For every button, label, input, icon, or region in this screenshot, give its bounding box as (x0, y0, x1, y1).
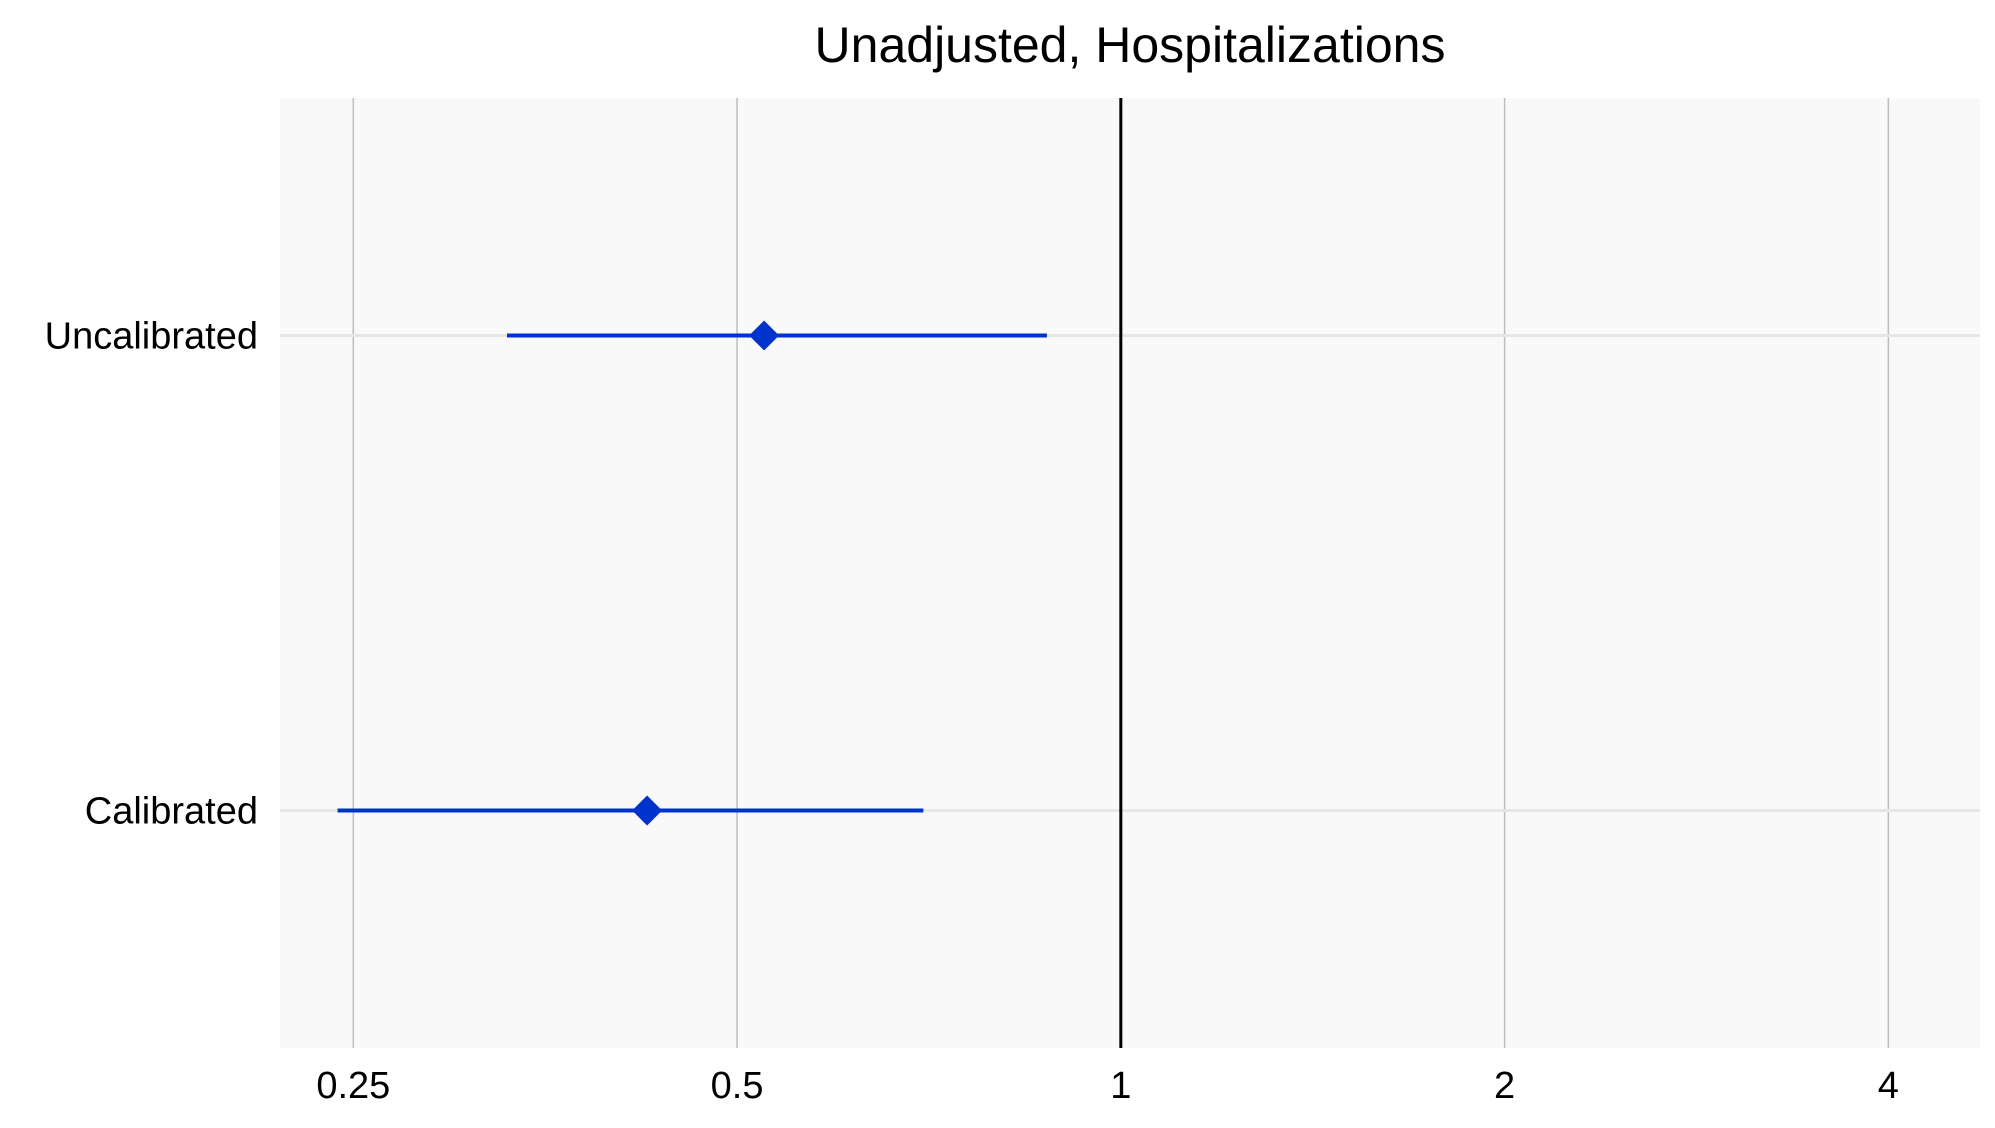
estimate-point-calibrated (632, 795, 663, 826)
x-tick-label: 2 (1494, 1065, 1515, 1107)
y-axis-labels: Uncalibrated Calibrated (45, 316, 258, 833)
x-axis-tick-labels: 0.25 0.5 1 2 4 (316, 1065, 1899, 1107)
chart-title: Unadjusted, Hospitalizations (815, 17, 1446, 73)
plot-panel (280, 98, 1980, 1048)
estimate-marks (337, 320, 1047, 826)
y-label-calibrated: Calibrated (85, 791, 258, 833)
x-tick-label: 1 (1110, 1065, 1131, 1107)
x-tick-label: 0.5 (711, 1065, 764, 1107)
y-label-uncalibrated: Uncalibrated (45, 316, 258, 358)
estimate-point-uncalibrated (749, 320, 780, 351)
x-tick-label: 4 (1878, 1065, 1899, 1107)
x-tick-label: 0.25 (316, 1065, 390, 1107)
